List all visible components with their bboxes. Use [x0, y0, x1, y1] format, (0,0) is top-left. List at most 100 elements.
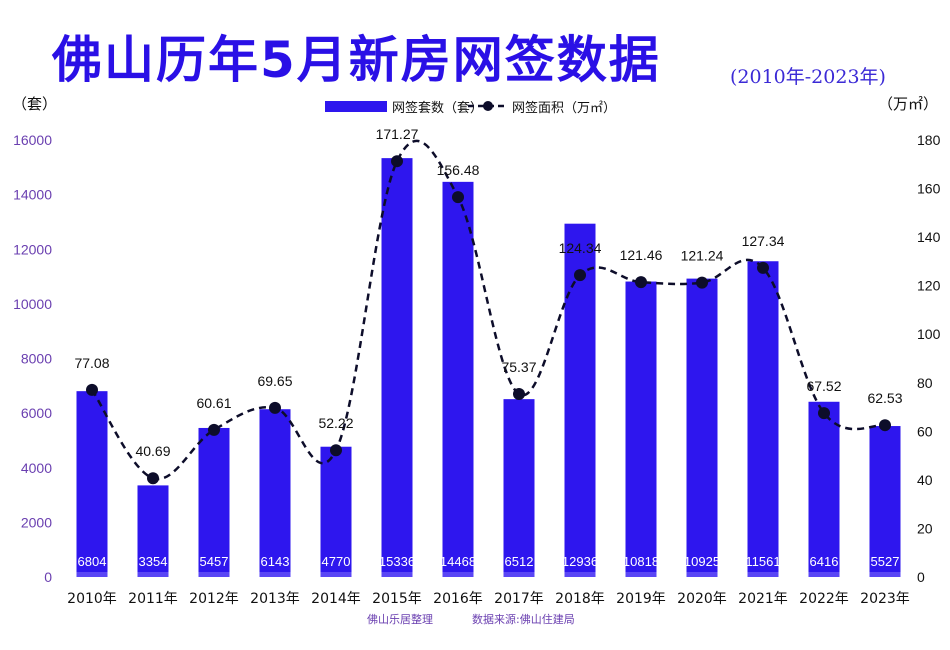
left-tick-label: 10000	[13, 296, 52, 312]
area-line	[90, 139, 886, 481]
area-point-8	[574, 269, 586, 282]
legend: 网签套数（套） 网签面积（万㎡）	[325, 100, 616, 116]
bar-5	[381, 158, 413, 577]
bar-10	[686, 278, 718, 577]
right-axis-unit: （万㎡）	[878, 95, 938, 113]
area-value-label: 52.22	[318, 415, 353, 431]
bar-base-3	[259, 572, 291, 577]
area-value-label: 77.08	[74, 355, 109, 371]
area-value-label: 171.27	[376, 126, 419, 142]
area-point-0	[86, 383, 98, 396]
right-tick-label: 80	[917, 375, 933, 391]
area-value-label: 156.48	[437, 162, 480, 178]
right-tick-label: 20	[917, 520, 933, 536]
bar-3	[259, 409, 291, 577]
x-tick-label: 2010年	[67, 591, 117, 607]
bar-value-label: 6416	[810, 554, 839, 569]
bar-13	[869, 426, 901, 577]
bar-value-label: 6804	[78, 554, 107, 569]
left-tick-label: 2000	[21, 514, 52, 530]
bar-base-7	[503, 572, 535, 577]
bar-8	[564, 223, 596, 578]
legend-label-bar: 网签套数（套）	[392, 100, 483, 116]
bar-9	[625, 281, 657, 577]
bar-value-label: 15336	[379, 554, 415, 569]
footer-right: 数据来源:佛山住建局	[472, 612, 575, 626]
bar-base-1	[137, 572, 169, 577]
bar-12	[808, 401, 840, 577]
left-tick-label: 12000	[13, 241, 52, 257]
x-tick-label: 2012年	[189, 591, 239, 607]
bar-value-label: 11561	[745, 554, 780, 569]
line-group	[86, 139, 891, 485]
right-axis: 0 20 40 60 80 100 120 140 160 180	[917, 132, 941, 585]
bar-value-label: 4770	[322, 554, 351, 569]
bar-base-11	[747, 572, 779, 577]
area-point-11	[757, 261, 769, 274]
right-tick-label: 120	[917, 278, 941, 294]
left-tick-label: 0	[44, 569, 52, 585]
area-value-label: 127.34	[742, 233, 785, 249]
left-tick-label: 8000	[21, 351, 52, 367]
area-point-2	[208, 423, 220, 436]
chart-title: 佛山历年5月新房网签数据	[52, 31, 661, 89]
area-value-label: 75.37	[501, 359, 536, 375]
bar-base-0	[76, 572, 108, 577]
x-tick-label: 2015年	[372, 591, 422, 607]
bar-base-5	[381, 572, 413, 577]
bar-value-label: 5457	[200, 554, 229, 569]
right-tick-label: 180	[917, 132, 941, 148]
area-point-13	[879, 419, 891, 432]
area-value-label: 124.34	[559, 240, 602, 256]
chart-subtitle: (2010年-2023年)	[730, 66, 886, 88]
x-tick-label: 2014年	[311, 591, 361, 607]
x-axis: 2010年 2011年 2012年 2013年 2014年 2015年 2016年 2017年…	[67, 591, 910, 607]
bar-value-label: 6512	[505, 554, 534, 569]
area-point-10	[696, 276, 708, 289]
bar-base-9	[625, 572, 657, 577]
bar-base-6	[442, 572, 474, 577]
bar-labels-group: 6804 3354 5457 6143 4770 15336 14468 6512 12936 1…	[78, 554, 900, 569]
bar-base-13	[869, 572, 901, 577]
area-value-label: 62.53	[867, 390, 902, 406]
area-value-label: 121.46	[620, 247, 663, 263]
left-tick-label: 4000	[21, 460, 52, 476]
bar-base-2	[198, 572, 230, 577]
area-point-12	[818, 407, 830, 420]
left-tick-label: 14000	[13, 187, 52, 203]
bar-base-10	[686, 572, 718, 577]
bar-base-8	[564, 572, 596, 577]
legend-marker-line	[483, 101, 493, 111]
area-value-label: 60.61	[196, 395, 231, 411]
area-point-1	[147, 472, 159, 485]
x-tick-label: 2019年	[616, 591, 666, 607]
bar-6	[442, 181, 474, 577]
right-tick-label: 140	[917, 229, 941, 245]
left-axis-unit: （套）	[12, 95, 57, 113]
bar-value-label: 5527	[871, 554, 900, 569]
x-tick-label: 2011年	[128, 591, 178, 607]
bar-value-label: 3354	[139, 554, 168, 569]
area-value-label: 40.69	[135, 443, 170, 459]
left-tick-label: 16000	[13, 132, 52, 148]
bar-value-label: 6143	[261, 554, 290, 569]
bar-value-label: 10925	[684, 554, 720, 569]
x-tick-label: 2017年	[494, 591, 544, 607]
bar-7	[503, 399, 535, 577]
area-point-6	[452, 191, 464, 204]
right-tick-label: 40	[917, 472, 933, 488]
x-tick-label: 2018年	[555, 591, 605, 607]
bar-value-label: 12936	[562, 554, 598, 569]
right-tick-label: 60	[917, 423, 933, 439]
legend-label-line: 网签面积（万㎡）	[512, 100, 616, 116]
bar-4	[320, 446, 352, 577]
right-tick-label: 0	[917, 569, 925, 585]
bar-0	[76, 391, 108, 577]
line-labels-group: 77.08 40.69 60.61 69.65 52.22 171.27 156.48 75.…	[74, 126, 902, 459]
bar-2	[198, 427, 230, 577]
area-point-5	[391, 155, 403, 168]
bars-group	[76, 158, 901, 578]
x-tick-label: 2022年	[799, 591, 849, 607]
footer-left: 佛山乐居整理	[367, 612, 433, 626]
area-value-label: 69.65	[257, 373, 292, 389]
